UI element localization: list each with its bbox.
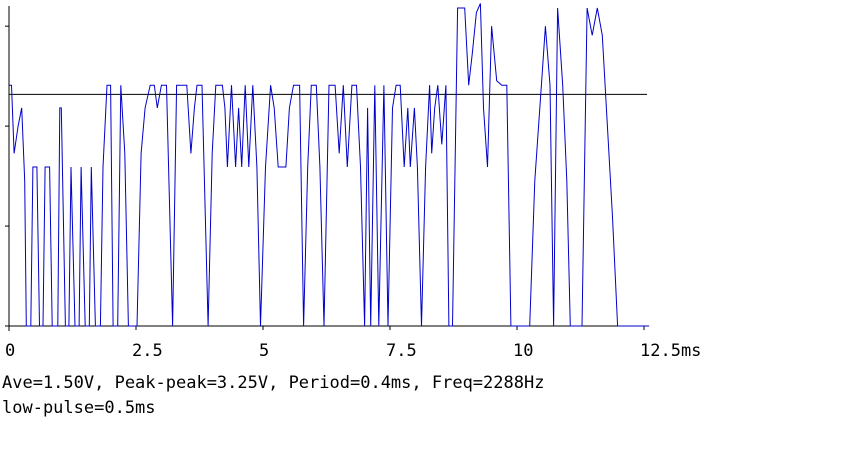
x-tick-label: 7.5 bbox=[386, 341, 417, 361]
x-tick-label: 12.5ms bbox=[640, 341, 701, 361]
x-tick-label: 10 bbox=[513, 341, 533, 361]
x-tick-label: 0 bbox=[5, 341, 15, 361]
y-axis-ticks bbox=[5, 26, 9, 326]
signal-trace bbox=[9, 4, 649, 327]
x-axis-ticks bbox=[9, 326, 644, 330]
measurement-readout-line-2: low-pulse=0.5ms bbox=[2, 397, 156, 419]
x-axis-tick-labels: 0 2.5 5 7.5 10 12.5ms bbox=[5, 341, 701, 361]
x-tick-label: 5 bbox=[259, 341, 269, 361]
x-tick-label: 2.5 bbox=[132, 341, 163, 361]
measurement-readout-line-1: Ave=1.50V, Peak-peak=3.25V, Period=0.4ms… bbox=[2, 372, 544, 394]
